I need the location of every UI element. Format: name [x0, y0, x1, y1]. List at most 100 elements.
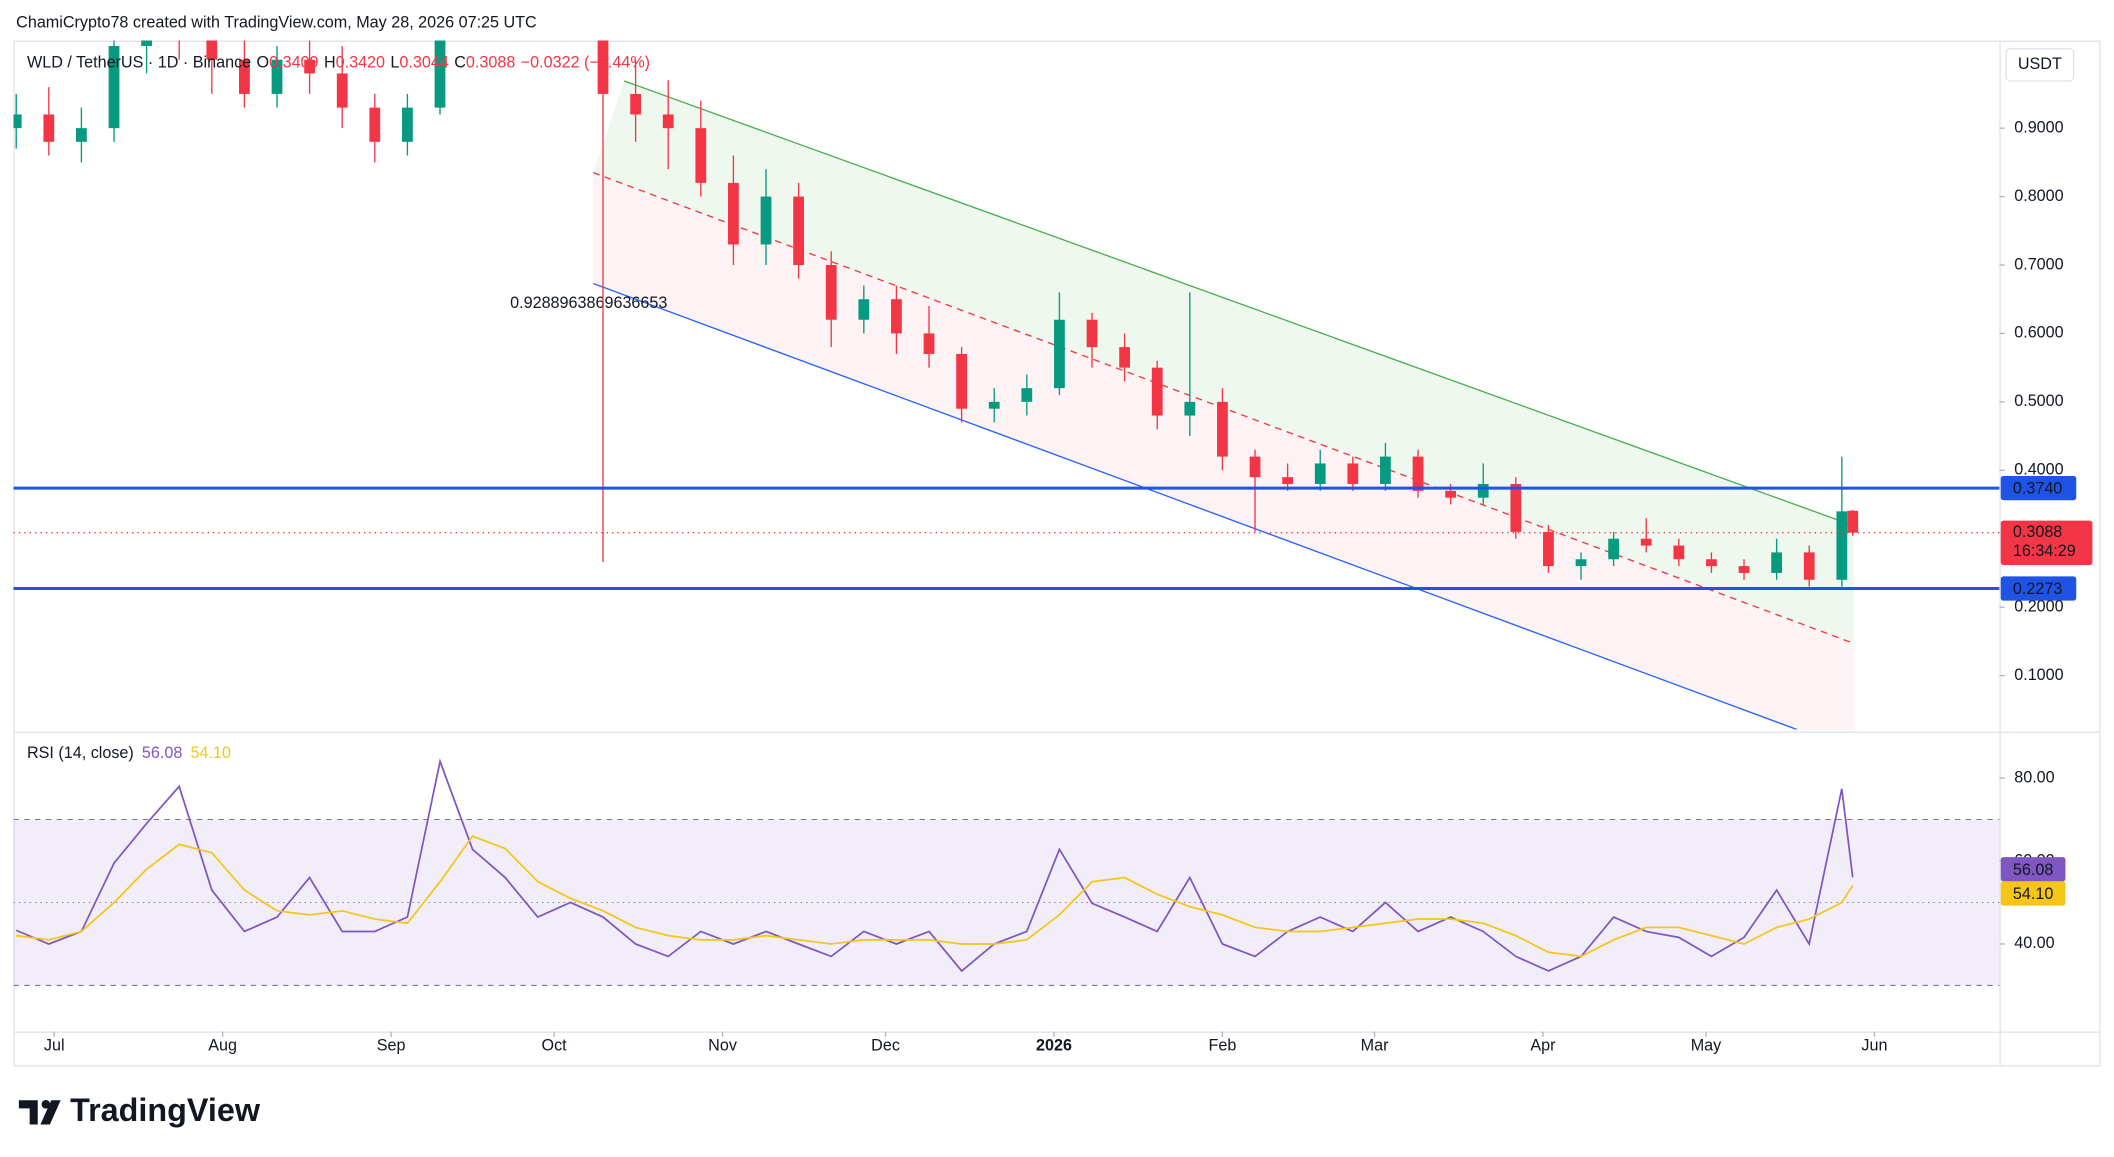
- candle-body: [336, 73, 348, 108]
- candle-body: [402, 107, 413, 142]
- candle-body: [141, 40, 152, 47]
- candle-body: [630, 93, 642, 115]
- level-label: 0.3740: [2013, 480, 2062, 498]
- rsi-badge-label: 56.08: [2013, 861, 2053, 879]
- candle-body: [1445, 490, 1457, 498]
- candle-body: [1510, 483, 1522, 532]
- y-tick-label: 0.4000: [2014, 461, 2063, 479]
- candle-body: [1347, 463, 1359, 484]
- last-price-label: 0.3088: [2013, 523, 2062, 541]
- candle-body: [1836, 511, 1848, 580]
- candle-body: [206, 40, 218, 60]
- candle-body: [1021, 388, 1033, 402]
- channel-upper-fill: [593, 80, 1854, 644]
- candle-body: [271, 59, 283, 94]
- symbol: WLD / TetherUS · 1D · Binance: [27, 54, 251, 72]
- currency: USDT: [2018, 55, 2062, 73]
- candle-body: [1086, 319, 1098, 348]
- x-tick-label: 2026: [1036, 1037, 1072, 1055]
- brand-logo: TradingView: [18, 1092, 261, 1128]
- candle-body: [1640, 538, 1652, 546]
- rsi-pane: [13, 758, 2000, 986]
- overlay: WLD / TetherUS · 1D · Binance O0.3409 H0.3…: [27, 47, 2093, 1055]
- level-badge: [2000, 475, 2077, 501]
- level-badge: [2000, 576, 2077, 601]
- candle-body: [1380, 456, 1391, 484]
- candle-body: [988, 401, 1000, 409]
- y-tick-label: 0.9000: [2014, 118, 2063, 136]
- price-pane: 0.9288963869636653: [13, 40, 2000, 730]
- x-tick-label: Feb: [1208, 1037, 1236, 1055]
- candle-body: [1673, 545, 1685, 560]
- y-tick-label: 0.6000: [2014, 324, 2063, 342]
- x-tick-label: Jun: [1861, 1037, 1887, 1055]
- candle-body: [956, 353, 968, 409]
- rsi-title: RSI (14, close): [27, 744, 134, 762]
- candle-body: [1412, 456, 1424, 491]
- candle-body: [1054, 319, 1065, 389]
- x-tick-label: Jul: [44, 1037, 65, 1055]
- candle-body: [760, 196, 772, 245]
- brand: TradingView: [70, 1092, 261, 1128]
- candle-body: [1543, 531, 1554, 567]
- rsi-tick-label: 40.00: [2014, 934, 2054, 952]
- rsi-badge: [2000, 857, 2066, 882]
- channel-lower: [592, 282, 1798, 730]
- y-tick-label: 0.1000: [2014, 666, 2063, 684]
- candle-body: [662, 114, 674, 129]
- y-tick-label: 0.7000: [2014, 255, 2063, 273]
- candle-body: [1477, 483, 1489, 498]
- candle-body: [76, 128, 87, 142]
- candle-body: [43, 114, 55, 142]
- candle-body: [1314, 463, 1326, 484]
- candle-body: [369, 107, 381, 142]
- candle-body: [1249, 456, 1261, 478]
- last-price-badge: [2000, 520, 2093, 566]
- x-tick-label: May: [1691, 1037, 1722, 1055]
- x-tick-label: Oct: [542, 1037, 568, 1055]
- candle-body: [728, 182, 739, 245]
- candle-body: [597, 40, 609, 94]
- candle-body: [239, 59, 250, 94]
- x-tick-label: Nov: [708, 1037, 738, 1055]
- rsi-badge: [2000, 881, 2066, 906]
- candle-body: [1803, 552, 1815, 580]
- candle-body: [1847, 510, 1859, 533]
- currency-box: [2005, 47, 2075, 82]
- channel-label: 0.9288963869636653: [510, 294, 667, 312]
- candle-body: [1738, 566, 1750, 573]
- candle-body: [1151, 367, 1163, 416]
- change: −0.0322 (−9.44%): [521, 54, 650, 72]
- rsi-line: [16, 835, 1854, 958]
- rsi-legend-value: 56.08: [142, 744, 182, 762]
- ohlc-key: H: [324, 54, 336, 72]
- candle-body: [793, 196, 805, 266]
- ohlc-value: 0.3088: [466, 54, 515, 72]
- ohlc-value: 0.3044: [399, 54, 448, 72]
- rsi-legend-value: 54.10: [190, 744, 230, 762]
- x-tick-label: Mar: [1361, 1037, 1389, 1055]
- rsi-badge-label: 54.10: [2013, 885, 2053, 903]
- countdown: 16:34:29: [2013, 542, 2076, 560]
- ohlc-key: C: [454, 54, 466, 72]
- rsi-line: [15, 758, 1854, 973]
- ohlc-value: 0.3409: [269, 54, 318, 72]
- level-label: 0.2273: [2013, 580, 2062, 598]
- x-tick-label: Sep: [377, 1037, 406, 1055]
- header: ChamiCrypto78 created with TradingView.c…: [16, 13, 537, 31]
- candle-body: [108, 46, 120, 129]
- candle-body: [1217, 401, 1228, 457]
- candle-body: [1119, 347, 1131, 368]
- ohlc-value: 0.3420: [336, 54, 385, 72]
- candle-body: [1771, 552, 1783, 573]
- candle-body: [304, 59, 315, 74]
- x-tick-label: Dec: [871, 1037, 900, 1055]
- candle-body: [695, 128, 707, 183]
- candle-body: [13, 114, 22, 129]
- y-tick-label: 0.5000: [2014, 392, 2063, 410]
- candle-body: [923, 333, 935, 354]
- candle-body: [1575, 559, 1587, 567]
- candle-body: [1282, 477, 1294, 484]
